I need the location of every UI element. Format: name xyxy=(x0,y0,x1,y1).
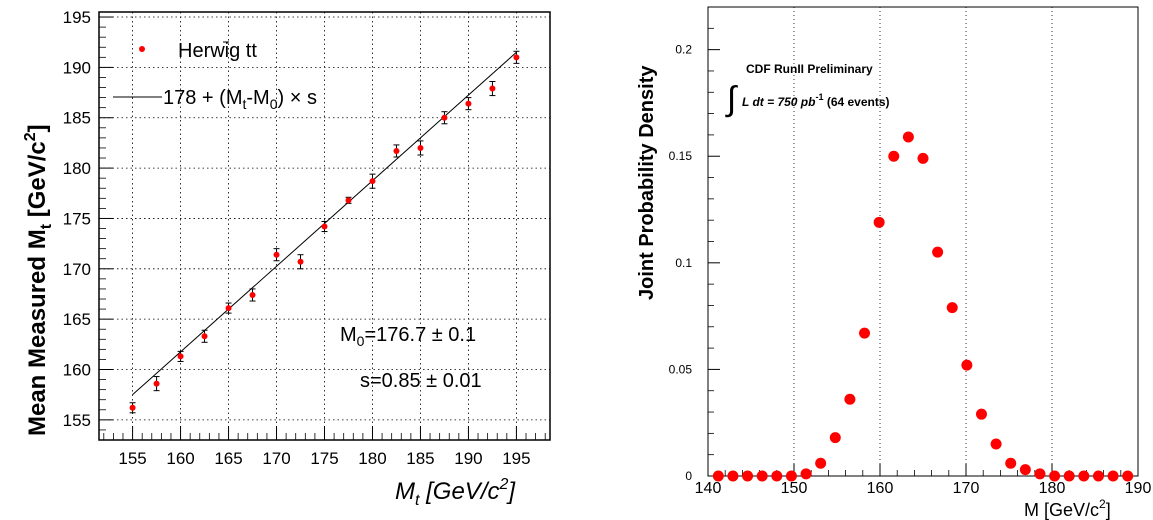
data-point xyxy=(441,114,448,121)
left-x-tick-label: 185 xyxy=(406,449,434,468)
right-y-tick-label: 0.1 xyxy=(675,256,692,270)
left-x-tick-label: 175 xyxy=(310,449,338,468)
data-point xyxy=(844,393,856,405)
right-y-tick-label: 0 xyxy=(685,469,692,483)
left-x-tick-label: 180 xyxy=(358,449,386,468)
data-point xyxy=(297,258,304,265)
left-y-tick-label: 170 xyxy=(63,260,91,279)
data-point xyxy=(932,246,944,258)
left-y-tick-label: 195 xyxy=(63,8,91,27)
data-point xyxy=(465,100,472,107)
left-y-axis-label: Mean Measured Mt [GeV/c2] xyxy=(22,124,55,436)
data-point xyxy=(859,327,871,339)
right-x-tick-label: 160 xyxy=(867,480,894,497)
data-point xyxy=(321,223,328,230)
right-grid xyxy=(793,7,1053,476)
left-y-tick-label: 175 xyxy=(63,209,91,228)
data-point xyxy=(742,470,754,482)
data-point xyxy=(888,150,900,162)
left-y-tick-label: 180 xyxy=(63,159,91,178)
left-x-tick-label: 155 xyxy=(118,449,146,468)
data-point xyxy=(800,468,812,480)
integral-sign: ∫ xyxy=(725,80,738,118)
data-point xyxy=(129,404,136,411)
right-x-tick-label: 140 xyxy=(695,480,722,497)
data-point xyxy=(1092,470,1104,482)
data-point xyxy=(1049,470,1061,482)
data-point xyxy=(961,359,973,371)
data-point xyxy=(1005,457,1017,469)
annotation-m0: M0=176.7 ± 0.1 xyxy=(340,324,476,349)
right-y-tick-label: 0.15 xyxy=(669,149,693,163)
right-y-tick-label: 0.2 xyxy=(675,43,692,57)
right-x-tick-label: 190 xyxy=(1125,480,1152,497)
left-legend: Herwig tt 178 + (Mt-M0) × s xyxy=(113,40,317,112)
cdf-label: CDF RunII Preliminary xyxy=(746,62,873,76)
data-point xyxy=(873,216,885,228)
data-point xyxy=(489,85,496,92)
right-x-tick-label: 180 xyxy=(1039,480,1066,497)
data-point xyxy=(1078,470,1090,482)
data-point xyxy=(902,131,914,143)
data-point xyxy=(249,291,256,298)
data-point xyxy=(727,470,739,482)
left-x-tick-label: 190 xyxy=(454,449,482,468)
data-point xyxy=(1019,464,1031,476)
left-chart: 155 160 165 170 175 180 185 190 195 155 160 165 170 1… xyxy=(22,8,551,509)
data-point xyxy=(756,470,768,482)
left-y-tick-label: 185 xyxy=(63,109,91,128)
left-y-tick-label: 190 xyxy=(63,58,91,77)
data-point xyxy=(345,197,352,204)
data-point xyxy=(712,470,724,482)
right-chart: 140 150 160 170 180 190 0 0.05 0.1 0.15 0.2 CDF Ru… xyxy=(636,6,1152,520)
data-point xyxy=(273,251,280,258)
right-plot-frame xyxy=(707,6,1139,477)
data-point xyxy=(1122,470,1134,482)
data-point xyxy=(1107,470,1119,482)
data-point xyxy=(975,408,987,420)
annotation-slope: s=0.85 ± 0.01 xyxy=(360,370,482,392)
lumi-label: L dt = 750 pb-1 (64 events) xyxy=(742,92,890,109)
right-x-tick-label: 150 xyxy=(781,480,808,497)
data-point xyxy=(771,470,783,482)
left-x-tick-label: 160 xyxy=(166,449,194,468)
data-point xyxy=(1034,468,1046,480)
data-point xyxy=(946,302,958,314)
left-y-tick-label: 165 xyxy=(63,310,91,329)
data-point xyxy=(990,438,1002,450)
legend-label-herwig: Herwig tt xyxy=(178,40,257,62)
data-point xyxy=(201,333,208,340)
left-x-axis-label: Mt [GeV/c2] xyxy=(395,476,516,509)
data-point xyxy=(153,380,160,387)
right-y-axis-label: Joint Probability Density xyxy=(636,65,658,300)
legend-label-tbar: t xyxy=(251,40,257,62)
data-point xyxy=(225,305,232,312)
left-grid xyxy=(99,12,550,440)
left-x-tick-label: 170 xyxy=(262,449,290,468)
left-y-tick-label: 160 xyxy=(63,361,91,380)
left-x-tick-label: 165 xyxy=(214,449,242,468)
data-point xyxy=(1063,470,1075,482)
legend-marker-herwig xyxy=(139,46,145,52)
data-point xyxy=(917,152,929,164)
right-ticks: 140 150 160 170 180 190 0 0.05 0.1 0.15 0.2 xyxy=(669,27,1152,497)
right-x-axis-label: M [GeV/c2] xyxy=(1024,497,1111,520)
data-point xyxy=(829,432,841,444)
legend-label-fit: 178 + (Mt-M0) × s xyxy=(163,87,317,112)
data-point xyxy=(177,353,184,360)
data-point xyxy=(815,457,827,469)
data-point xyxy=(513,54,520,61)
right-x-tick-label: 170 xyxy=(953,480,980,497)
data-point xyxy=(417,144,424,151)
data-point xyxy=(369,178,376,185)
left-data-points xyxy=(129,50,520,414)
right-data-points xyxy=(712,131,1134,482)
data-point xyxy=(393,147,400,154)
right-y-tick-label: 0.05 xyxy=(669,362,693,376)
left-ticks: 155 160 165 170 175 180 185 190 195 155 160 165 170 1… xyxy=(63,8,546,468)
data-point xyxy=(785,470,797,482)
left-x-tick-label: 195 xyxy=(502,449,530,468)
left-y-tick-label: 155 xyxy=(63,411,91,430)
